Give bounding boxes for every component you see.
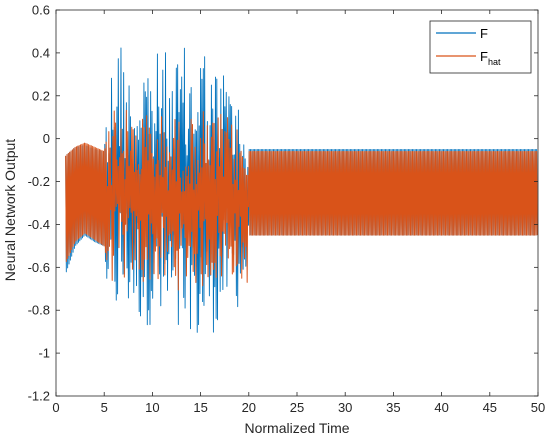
x-tick-label: 35 bbox=[386, 400, 400, 415]
y-tick-label: 0.6 bbox=[32, 3, 50, 18]
legend-label-fhat: Fhat bbox=[480, 49, 501, 67]
x-axis-title: Normalized Time bbox=[244, 420, 349, 436]
y-tick-label: 0.2 bbox=[32, 88, 50, 103]
x-tick-label: 10 bbox=[145, 400, 159, 415]
y-axis-title: Neural Network Output bbox=[2, 139, 18, 282]
y-tick-label: -0.2 bbox=[28, 174, 50, 189]
y-tick-label: -0.8 bbox=[28, 303, 50, 318]
x-tick-label: 20 bbox=[242, 400, 256, 415]
legend-box bbox=[429, 20, 532, 74]
legend-label-f: F bbox=[480, 26, 488, 41]
y-tick-label: 0 bbox=[43, 131, 50, 146]
x-tick-label: 5 bbox=[101, 400, 108, 415]
y-tick-label: -0.6 bbox=[28, 260, 50, 275]
x-tick-label: 50 bbox=[531, 400, 545, 415]
x-tick-label: 0 bbox=[52, 400, 59, 415]
x-tick-label: 45 bbox=[483, 400, 497, 415]
series-line-fhat bbox=[65, 109, 538, 291]
x-tick-label: 30 bbox=[338, 400, 352, 415]
x-tick-label: 15 bbox=[193, 400, 207, 415]
x-tick-label: 25 bbox=[290, 400, 304, 415]
legend-label-fhat-sub: hat bbox=[488, 57, 501, 67]
axes bbox=[55, 9, 539, 397]
plot-area bbox=[56, 10, 538, 396]
y-tick-label: -0.4 bbox=[28, 217, 50, 232]
x-tick-label: 40 bbox=[434, 400, 448, 415]
y-tick-label: -1 bbox=[38, 346, 50, 361]
legend: F Fhat bbox=[429, 20, 532, 74]
y-tick-label: 0.4 bbox=[32, 45, 50, 60]
y-tick-label: -1.2 bbox=[28, 389, 50, 404]
tick-labels: 0 5 10 15 20 25 30 35 40 45 50 -1.2 -1 -0.8 -0.6 -0.4 -0… bbox=[28, 3, 546, 416]
legend-label-fhat-main: F bbox=[480, 49, 488, 64]
